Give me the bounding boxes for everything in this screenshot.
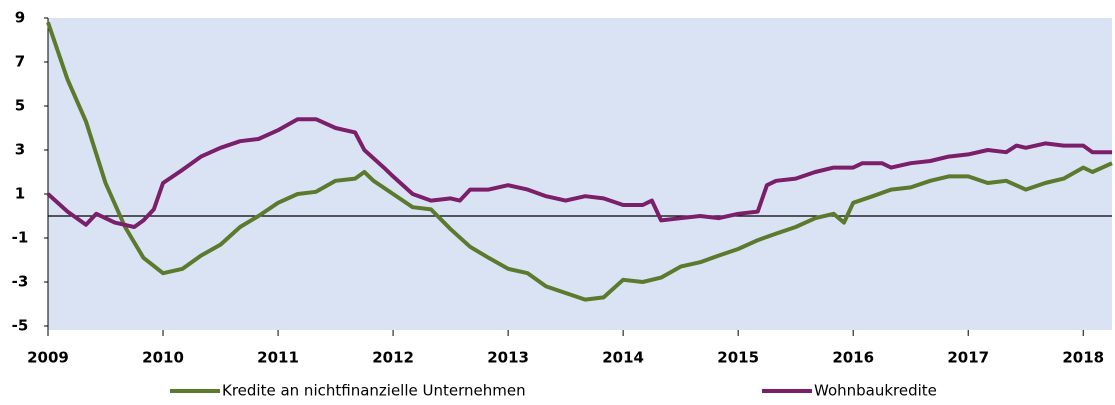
x-tick-label: 2009 [27, 349, 69, 367]
y-tick-label: 1 [15, 185, 25, 203]
plot-area [48, 18, 1112, 330]
x-tick-label: 2012 [372, 349, 414, 367]
legend-label: Wohnbaukredite [814, 382, 937, 400]
x-tick-label: 2015 [717, 349, 759, 367]
y-tick-label: 3 [15, 141, 25, 159]
x-tick-label: 2013 [487, 349, 529, 367]
x-tick-label: 2011 [257, 349, 299, 367]
x-tick-label: 2017 [947, 349, 989, 367]
series-line [46, 21, 1113, 302]
y-tick-label: -3 [12, 273, 29, 291]
y-tick-label: -5 [12, 317, 29, 335]
x-tick-label: 2014 [602, 349, 644, 367]
y-tick-label: 5 [15, 97, 25, 115]
y-tick-label: 7 [15, 53, 25, 71]
y-tick-label: -1 [12, 229, 29, 247]
y-tick-label: 9 [15, 9, 25, 27]
x-tick-label: 2010 [142, 349, 184, 367]
series-line [46, 117, 1112, 229]
legend-label: Kredite an nichtfinanzielle Unternehmen [222, 382, 526, 400]
x-tick-label: 2018 [1062, 349, 1104, 367]
x-tick-label: 2016 [832, 349, 874, 367]
